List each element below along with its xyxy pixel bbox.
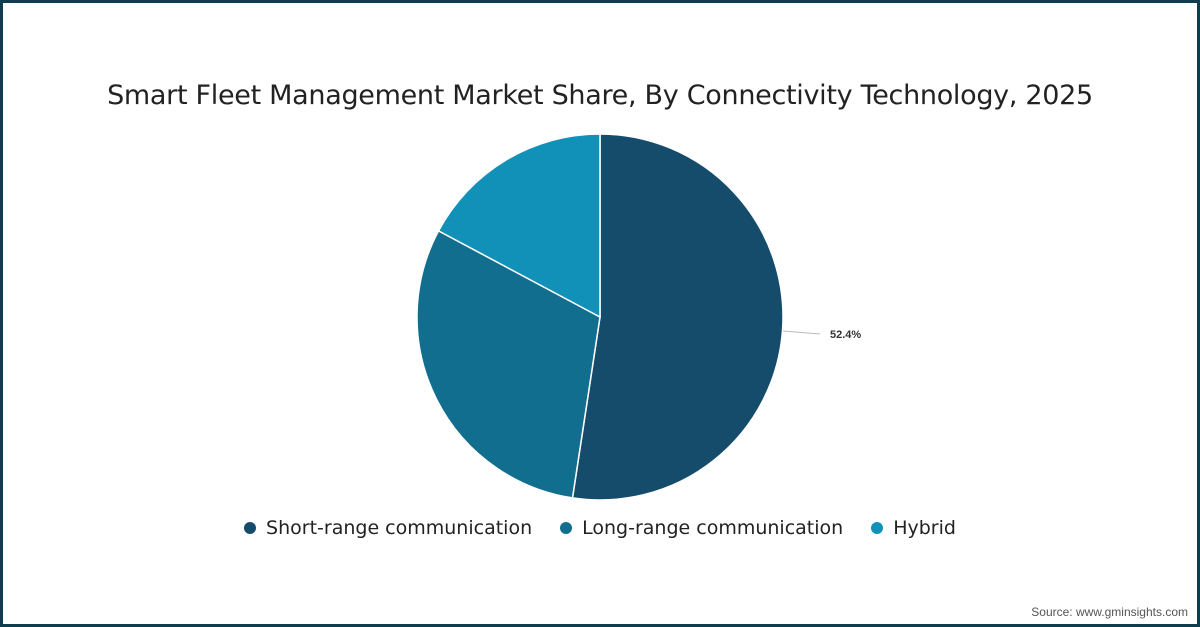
slice-hybrid[interactable] [437, 133, 601, 319]
data-label-short-range: 52.4% [830, 329, 861, 341]
slice-short-range[interactable] [571, 133, 784, 501]
legend-marker-icon [244, 522, 257, 534]
source-note: Source: www.gminsights.com [1031, 605, 1188, 619]
label-leader-line [782, 330, 821, 335]
slice-long-range[interactable] [416, 229, 601, 499]
legend-marker-icon [560, 522, 573, 534]
legend-marker-icon [871, 522, 884, 534]
legend-item-hybrid[interactable]: Hybrid [871, 517, 956, 539]
legend-item-long-range[interactable]: Long-range communication [560, 517, 843, 539]
legend: Short-range communication Long-range com… [0, 517, 1200, 539]
chart-title: Smart Fleet Management Market Share, By … [107, 80, 1093, 111]
legend-item-short-range[interactable]: Short-range communication [244, 517, 532, 539]
